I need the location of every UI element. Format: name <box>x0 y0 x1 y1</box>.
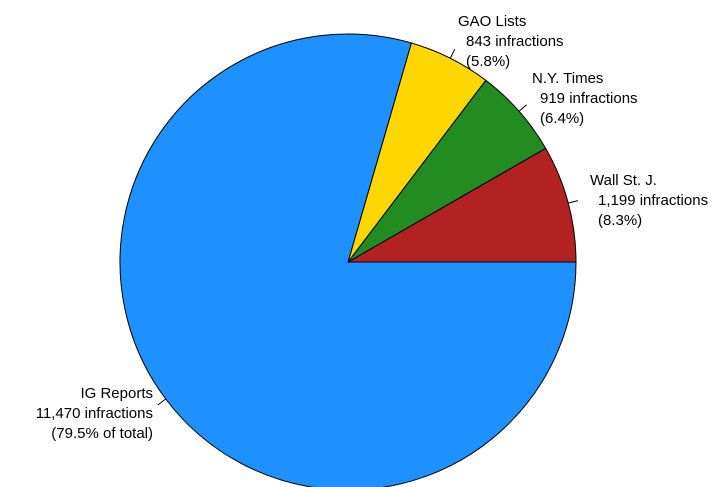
pie-slice-wall-st-j <box>346 147 577 263</box>
leader-line <box>449 49 456 59</box>
pie-slices <box>119 33 577 487</box>
slice-label-name: GAO Lists <box>458 13 526 30</box>
slice-label-percent: (79.5% of total) <box>51 425 153 442</box>
slice-label-name: IG Reports <box>80 385 153 402</box>
leader-line <box>518 104 527 112</box>
slice-label: IG Reports 11,470 infractions (79.5% of to… <box>36 385 153 442</box>
slice-label-count: 1,199 infractions <box>598 192 708 209</box>
slice-label-count: 843 infractions <box>466 33 564 50</box>
label-leader-lines <box>157 49 579 406</box>
slice-label-name: N.Y. Times <box>532 70 603 87</box>
slice-label-percent: (6.4%) <box>540 110 584 127</box>
slice-label-count: 919 infractions <box>540 90 638 107</box>
pie-slice-ig-reports <box>119 33 577 487</box>
slice-label-count: 11,470 infractions <box>36 405 153 422</box>
slice-label: GAO Lists 843 infractions (5.8%) <box>458 13 564 70</box>
slice-label-percent: (8.3%) <box>598 212 642 229</box>
slice-label: N.Y. Times 919 infractions (6.4%) <box>532 70 638 127</box>
slice-label-percent: (5.8%) <box>466 53 510 70</box>
slice-label-name: Wall St. J. <box>590 172 657 189</box>
leader-line <box>568 200 579 204</box>
slice-labels: Wall St. J. 1,199 infractions (8.3%) N.Y. T… <box>36 13 708 442</box>
slice-label: Wall St. J. 1,199 infractions (8.3%) <box>590 172 708 229</box>
leader-line <box>157 398 167 406</box>
